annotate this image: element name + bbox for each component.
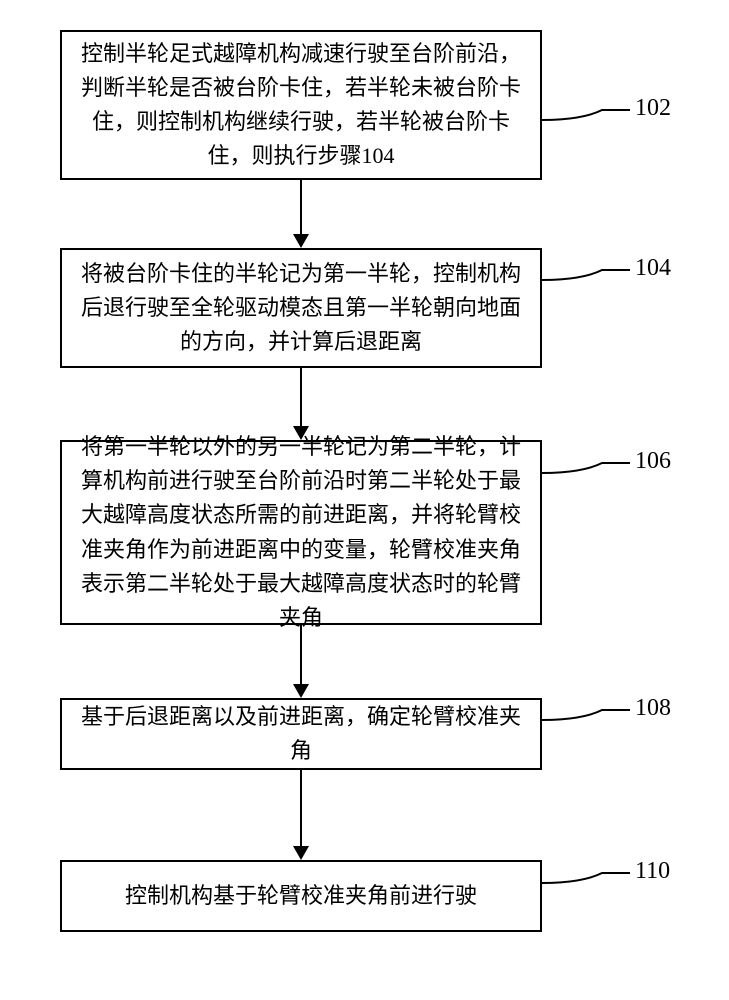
step-label-106: 106 bbox=[635, 448, 671, 475]
flow-step-text: 控制半轮足式越障机构减速行驶至台阶前沿，判断半轮是否被台阶卡住，若半轮未被台阶卡… bbox=[80, 37, 522, 173]
flow-step-110: 控制机构基于轮臂校准夹角前进行驶 bbox=[60, 860, 542, 932]
arrow-line bbox=[300, 770, 302, 846]
leader-line bbox=[542, 108, 612, 135]
flow-step-text: 将第一半轮以外的另一半轮记为第二半轮，计算机构前进行驶至台阶前沿时第二半轮处于最… bbox=[80, 430, 522, 635]
step-label-108: 108 bbox=[635, 695, 671, 722]
arrow-line bbox=[300, 625, 302, 684]
leader-line bbox=[542, 871, 612, 898]
arrow-head-icon bbox=[293, 426, 309, 440]
flow-step-text: 将被台阶卡住的半轮记为第一半轮，控制机构后退行驶至全轮驱动模态且第一半轮朝向地面… bbox=[80, 257, 522, 359]
step-label-104: 104 bbox=[635, 255, 671, 282]
arrow-line bbox=[300, 180, 302, 234]
flow-step-104: 将被台阶卡住的半轮记为第一半轮，控制机构后退行驶至全轮驱动模态且第一半轮朝向地面… bbox=[60, 248, 542, 368]
leader-line bbox=[542, 708, 612, 735]
flow-step-102: 控制半轮足式越障机构减速行驶至台阶前沿，判断半轮是否被台阶卡住，若半轮未被台阶卡… bbox=[60, 30, 542, 180]
arrow-head-icon bbox=[293, 234, 309, 248]
flow-step-106: 将第一半轮以外的另一半轮记为第二半轮，计算机构前进行驶至台阶前沿时第二半轮处于最… bbox=[60, 440, 542, 625]
arrow-head-icon bbox=[293, 684, 309, 698]
flow-step-text: 基于后退距离以及前进距离，确定轮臂校准夹角 bbox=[80, 700, 522, 768]
arrow-line bbox=[300, 368, 302, 426]
flowchart-canvas: 控制半轮足式越障机构减速行驶至台阶前沿，判断半轮是否被台阶卡住，若半轮未被台阶卡… bbox=[0, 0, 729, 1000]
step-label-110: 110 bbox=[635, 858, 670, 885]
step-label-102: 102 bbox=[635, 95, 671, 122]
arrow-head-icon bbox=[293, 846, 309, 860]
flow-step-text: 控制机构基于轮臂校准夹角前进行驶 bbox=[125, 879, 477, 913]
leader-line bbox=[542, 268, 612, 295]
flow-step-108: 基于后退距离以及前进距离，确定轮臂校准夹角 bbox=[60, 698, 542, 770]
leader-line bbox=[542, 461, 612, 488]
